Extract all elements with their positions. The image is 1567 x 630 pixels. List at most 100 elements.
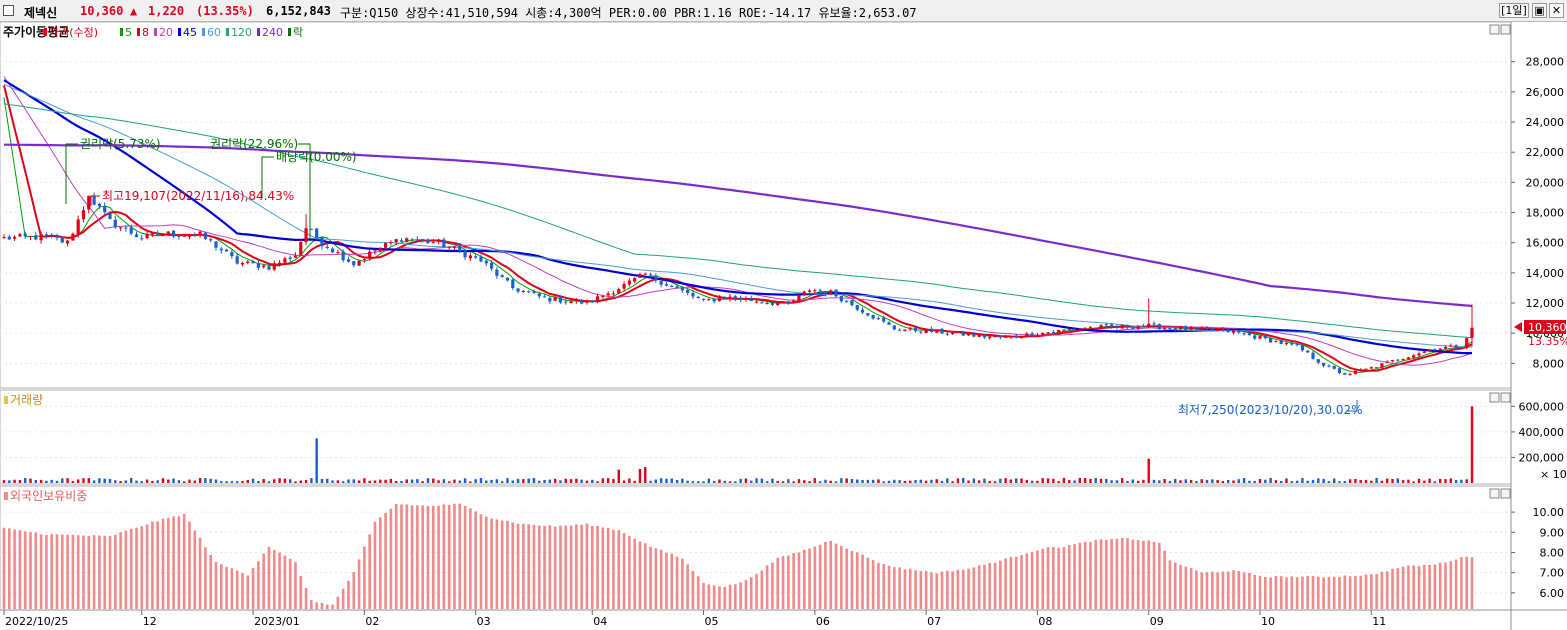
volume-bar [1046,478,1050,483]
foreign-ratio-bar [818,544,822,609]
candle-body [1279,340,1283,344]
candle-body [521,291,525,293]
volume-bar [368,480,371,483]
volume-bar [188,479,191,483]
volume-bar [39,479,43,483]
foreign-ratio-bar [1057,547,1060,609]
foreign-ratio-bar [760,570,764,609]
volume-bar [135,480,138,483]
volume-bar [1423,480,1426,483]
volume-bar [591,479,594,483]
price-panel-close-icon[interactable] [1500,24,1511,35]
ma-legend-title: 주가이동평균 [3,24,69,39]
volume-bar [437,480,440,483]
candle-body [1205,327,1209,329]
select-checkbox[interactable] [3,5,14,16]
foreign-ratio-bar [967,568,970,609]
volume-bar [1083,478,1087,483]
volume-panel-close-icon[interactable] [1500,392,1511,403]
volume-y-tick-label: 200,000 [1519,451,1565,464]
candle-body [219,248,223,251]
foreign-ratio-bar [23,531,27,609]
foreign-ratio-bar [267,546,271,609]
foreign-ratio-bar [914,570,917,609]
candle-body [23,233,27,237]
volume-bar [1110,480,1113,483]
volume-panel-minimize-icon[interactable] [1489,392,1500,403]
minimize-icon[interactable]: ▣ [1532,3,1547,18]
volume-bar [898,480,901,483]
volume-bar [516,478,520,483]
trade-volume: 6,152,843 [266,4,332,18]
period-button[interactable]: [1일] [1499,3,1529,18]
volume-bar [681,478,684,483]
volume-bar [1274,480,1278,483]
foreign-ratio-bar [500,520,504,609]
foreign-ratio-bar [416,505,419,609]
foreign-ratio-bar [1147,540,1151,609]
candle-body [203,232,207,239]
candle-body [956,331,960,333]
candle-body [786,301,790,304]
volume-bar [553,478,557,483]
foreign-ratio-bar [813,546,817,609]
close-icon[interactable]: ✕ [1549,3,1564,18]
legend-swatch [44,28,47,36]
foreign-ratio-bar [299,575,303,609]
candle-body [1194,327,1199,329]
candle-body [1269,338,1273,343]
candle-body [1300,345,1305,351]
candle-body [309,228,313,230]
foreign-ratio-bar [336,596,340,609]
candle-body [1332,365,1336,369]
candle-body [1459,347,1464,349]
foreign-ratio-bar [198,537,202,609]
volume-bar [1269,477,1272,483]
candle-body [134,234,139,238]
foreign-ratio-bar [1237,570,1241,609]
volume-bar [1285,478,1288,483]
foreign-ratio-bar [702,582,705,609]
candle-body [315,228,319,239]
stock-name[interactable]: 제넥신 [24,6,58,20]
foreign-ratio-bar [956,569,960,609]
volume-bar [781,481,785,483]
candle-body [362,258,366,260]
candle-body [1014,335,1018,338]
candle-body [813,290,817,292]
volume-bar [1306,480,1309,483]
candle-body [28,235,33,237]
candle-body [55,235,59,238]
candle-body [580,299,584,304]
candle-body [1078,328,1082,330]
candle-body [988,336,992,338]
foreign-ratio-bar [1099,539,1103,609]
candle-body [246,261,250,263]
x-axis-date-label: 2022/10/25 [5,615,68,628]
volume-bar [1105,478,1108,483]
volume-bar [649,480,652,483]
volume-bar [1142,479,1145,483]
volume-bar [760,478,764,483]
price-panel-minimize-icon[interactable] [1489,24,1500,35]
volume-bar [723,480,726,483]
candle-body [235,256,239,264]
candle-body [87,195,91,210]
foreign-ratio-bar [469,508,472,609]
volume-bar [363,478,366,483]
candle-body [638,274,642,278]
candle-body [643,273,647,275]
foreign-panel-minimize-icon[interactable] [1489,488,1500,499]
candle-body [1353,370,1358,375]
volume-bar [702,481,705,483]
foreign-ratio-bar [1290,576,1294,609]
candle-body [913,327,918,332]
volume-bar [1152,479,1156,483]
foreign-ratio-bar [1014,556,1018,609]
candle-body [850,300,854,306]
candle-body [277,262,282,264]
volume-bar [1078,477,1082,483]
candle-body [1035,335,1040,337]
foreign-panel-close-icon[interactable] [1500,488,1511,499]
volume-bar [273,479,276,483]
